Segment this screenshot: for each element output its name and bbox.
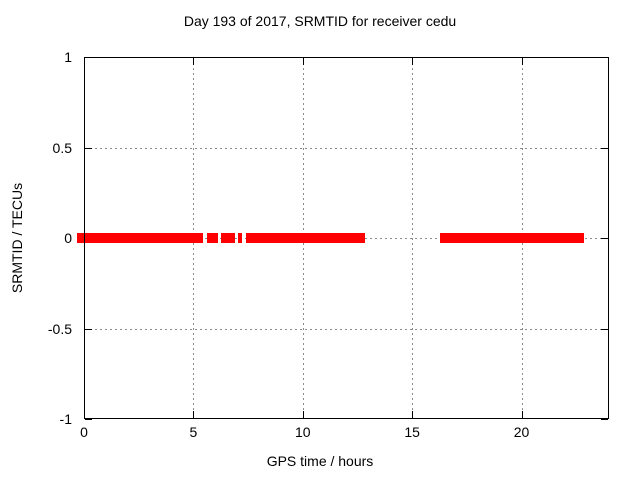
y-tick-label: -0.5 xyxy=(47,320,72,337)
data-segment xyxy=(206,233,219,243)
x-tick-mark xyxy=(521,411,523,418)
y-tick-mark xyxy=(85,328,92,330)
x-tick-mark xyxy=(302,411,304,418)
plot-area-border xyxy=(84,57,609,419)
chart-title: Day 193 of 2017, SRMTID for receiver ced… xyxy=(183,13,457,29)
y-tick-mark xyxy=(85,147,92,149)
x-tick-label: 10 xyxy=(294,424,311,440)
y-tick-mark xyxy=(85,419,92,420)
data-segment xyxy=(440,233,585,243)
x-tick-label: 15 xyxy=(404,424,420,440)
data-segment xyxy=(238,233,242,243)
x-tick-label: 5 xyxy=(189,424,198,440)
data-segment xyxy=(77,233,203,243)
x-axis-label: GPS time / hours xyxy=(266,453,374,469)
y-tick-label: 0.5 xyxy=(52,139,72,156)
y-tick-label: 0 xyxy=(64,230,72,246)
x-tick-label: 0 xyxy=(80,424,88,440)
x-tick-mark xyxy=(412,58,414,65)
y-tick-mark xyxy=(601,328,608,330)
x-tick-mark xyxy=(412,411,414,418)
x-tick-mark xyxy=(193,58,195,65)
x-tick-mark xyxy=(302,58,304,65)
y-tick-mark xyxy=(601,238,608,239)
y-gridline xyxy=(85,147,608,149)
y-tick-mark xyxy=(601,147,608,149)
y-tick-mark xyxy=(601,419,608,420)
x-tick-mark xyxy=(521,58,523,65)
y-gridline xyxy=(85,328,608,330)
data-segment xyxy=(246,233,366,243)
x-tick-label: 20 xyxy=(513,424,530,440)
y-tick-label: 1 xyxy=(64,49,72,65)
x-tick-mark xyxy=(193,411,195,418)
y-tick-label: -1 xyxy=(59,411,72,427)
data-segment xyxy=(220,233,235,243)
